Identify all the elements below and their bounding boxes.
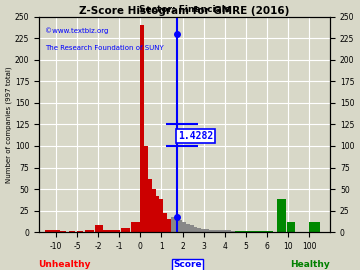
Title: Z-Score Histogram for GMRE (2016): Z-Score Histogram for GMRE (2016) <box>80 6 290 16</box>
Bar <box>167 219 171 232</box>
Text: Score: Score <box>173 260 202 269</box>
Bar <box>269 231 273 232</box>
Bar <box>258 231 262 232</box>
Bar <box>278 200 286 232</box>
Bar <box>186 224 190 232</box>
Bar <box>201 229 205 232</box>
Bar <box>131 222 140 232</box>
Bar <box>212 230 216 232</box>
Bar <box>144 146 148 232</box>
Bar <box>182 222 186 232</box>
Bar <box>163 213 167 232</box>
Bar <box>148 179 152 232</box>
Bar <box>231 231 235 232</box>
Bar <box>45 230 60 232</box>
Bar <box>247 231 251 232</box>
Text: The Research Foundation of SUNY: The Research Foundation of SUNY <box>45 45 164 51</box>
Bar <box>287 222 296 232</box>
Bar <box>156 196 159 232</box>
Y-axis label: Number of companies (997 total): Number of companies (997 total) <box>5 66 12 183</box>
Bar <box>220 230 224 232</box>
Bar <box>103 230 112 232</box>
Bar <box>209 230 212 232</box>
Bar <box>239 231 243 232</box>
Text: ©www.textbiz.org: ©www.textbiz.org <box>45 28 108 34</box>
Text: Sector: Financials: Sector: Financials <box>139 5 230 15</box>
Bar <box>159 200 163 232</box>
Bar <box>175 219 178 232</box>
Bar <box>69 231 75 232</box>
Bar <box>224 231 228 232</box>
Bar <box>85 231 94 232</box>
Bar <box>266 231 269 232</box>
Bar <box>60 231 67 232</box>
Bar <box>140 25 144 232</box>
Bar <box>243 231 247 232</box>
Bar <box>77 231 84 232</box>
Text: Healthy: Healthy <box>290 260 329 269</box>
Bar <box>254 231 258 232</box>
Bar <box>121 228 130 232</box>
Bar <box>95 225 103 232</box>
Bar <box>178 220 182 232</box>
Bar <box>235 231 239 232</box>
Bar <box>309 222 320 232</box>
Bar <box>197 228 201 232</box>
Bar <box>251 231 254 232</box>
Text: 1.4282: 1.4282 <box>178 131 213 141</box>
Bar <box>228 231 231 232</box>
Bar <box>262 231 266 232</box>
Bar <box>194 227 197 232</box>
Bar <box>190 225 194 232</box>
Bar <box>205 229 209 232</box>
Bar <box>171 217 175 232</box>
Bar <box>216 231 220 232</box>
Bar <box>152 189 156 232</box>
Text: Unhealthy: Unhealthy <box>39 260 91 269</box>
Bar <box>112 230 120 232</box>
